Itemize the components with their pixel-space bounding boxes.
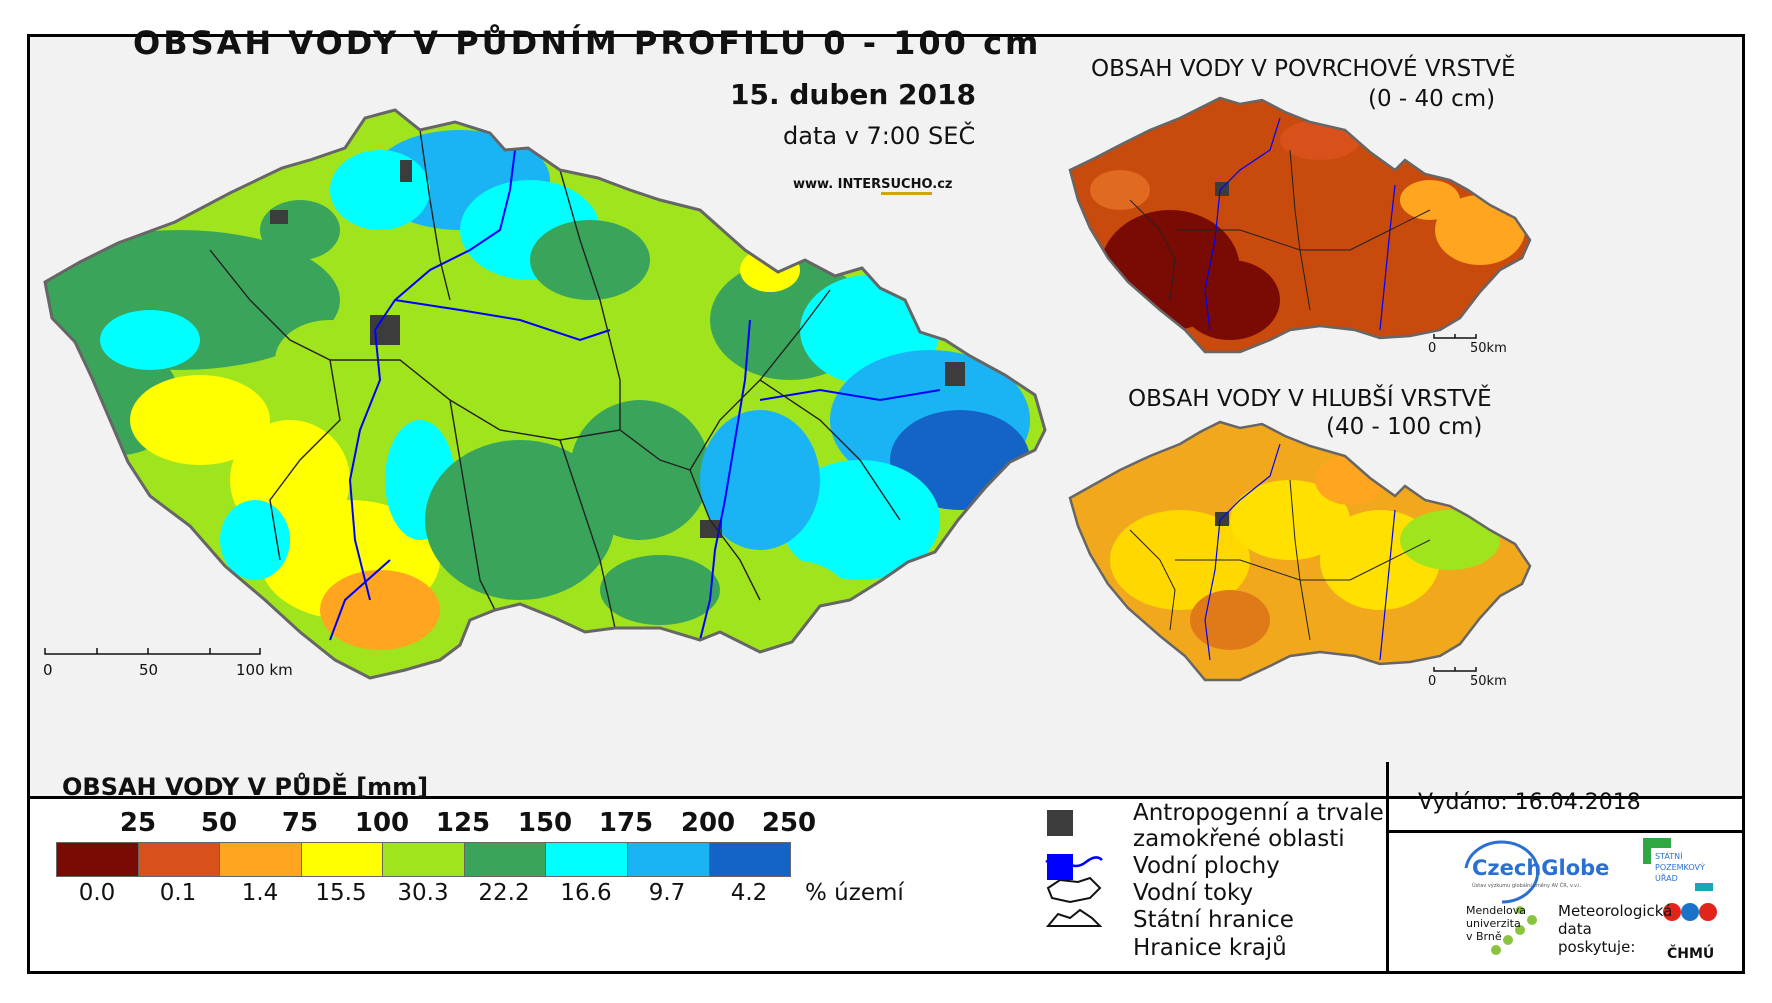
website-link[interactable]: www. INTERSUCHO.cz bbox=[793, 177, 952, 195]
legend-bin bbox=[546, 843, 628, 876]
legend-bin bbox=[709, 843, 791, 876]
water-bodies-swatch bbox=[1047, 854, 1073, 880]
legend-title: OBSAH VODY V PŮDĚ [mm] bbox=[62, 773, 429, 801]
czechglobe-subtitle: Ústav výzkumu globální změny AV ČR, v.v.… bbox=[1472, 883, 1582, 889]
chmu-logo-text: ČHMÚ bbox=[1667, 946, 1715, 962]
legend-bin bbox=[383, 843, 465, 876]
legend-threshold: 50 bbox=[200, 808, 238, 838]
legend-bin bbox=[627, 843, 710, 876]
deep-scale-tick-0: 0 bbox=[1428, 674, 1437, 689]
legend-percent: 0.1 bbox=[159, 880, 197, 906]
rivers-label: Vodní toky bbox=[1133, 880, 1254, 906]
legend-percent: 0.0 bbox=[78, 880, 116, 906]
anthropogenic-swatch bbox=[1047, 810, 1073, 836]
surface-scale-bar bbox=[1433, 334, 1477, 339]
anthropogenic-label-2: zamokřené oblasti bbox=[1133, 826, 1345, 852]
region-border-icon bbox=[1045, 908, 1103, 927]
main-rivers bbox=[329, 149, 941, 641]
footer-separator-horizontal bbox=[1386, 830, 1745, 833]
state-border-label: Státní hranice bbox=[1133, 907, 1294, 933]
legend-bin bbox=[138, 843, 221, 876]
region-border-label: Hranice krajů bbox=[1133, 935, 1287, 961]
legend-percent: 30.3 bbox=[397, 880, 449, 906]
legend-percent: 16.6 bbox=[560, 880, 612, 906]
legend-bin bbox=[57, 843, 139, 876]
inset-deep-title: OBSAH VODY V HLUBŠÍ VRSTVĚ bbox=[1128, 386, 1492, 412]
mendel-logo-line2: univerzita bbox=[1466, 917, 1521, 930]
water-bodies-label: Vodní plochy bbox=[1133, 853, 1280, 879]
spu-logo-mark bbox=[1643, 838, 1671, 848]
legend-percent: 15.5 bbox=[315, 880, 367, 906]
surface-scale-tick-50: 50km bbox=[1470, 341, 1507, 356]
spu-logo-line2: POZEMKOVÝ bbox=[1655, 863, 1705, 872]
legend-percent: 1.4 bbox=[241, 880, 279, 906]
inset-surface-subtitle: (0 - 40 cm) bbox=[1368, 86, 1496, 112]
chmu-logo-bar bbox=[1695, 883, 1713, 891]
czechglobe-logo: CzechGlobe bbox=[1472, 856, 1610, 880]
mendel-logo-dots bbox=[1491, 906, 1537, 955]
legend-bin bbox=[220, 843, 302, 876]
surface-scale-tick-0: 0 bbox=[1428, 341, 1437, 356]
spu-logo-line3: ÚŘAD bbox=[1655, 874, 1678, 883]
legend-threshold: 150 bbox=[517, 808, 573, 838]
spu-logo-line1: STÁTNÍ bbox=[1655, 852, 1683, 861]
map-date: 15. duben 2018 bbox=[730, 78, 976, 111]
legend-bin bbox=[464, 843, 547, 876]
footer-separator bbox=[1386, 762, 1389, 971]
legend-threshold: 125 bbox=[435, 808, 491, 838]
inset-surface-title: OBSAH VODY V POVRCHOVÉ VRSTVĚ bbox=[1091, 56, 1516, 82]
main-title: OBSAH VODY V PŮDNÍM PROFILU 0 - 100 cm bbox=[133, 24, 1042, 62]
main-scale-tick-50: 50 bbox=[139, 661, 159, 679]
main-scale-tick-100: 100 km bbox=[236, 661, 293, 679]
main-region-borders bbox=[209, 129, 901, 629]
legend-threshold: 175 bbox=[598, 808, 654, 838]
meteo-credit-line3: poskytuje: bbox=[1558, 938, 1636, 956]
legend-percent: 22.2 bbox=[478, 880, 530, 906]
inset-deep-subtitle: (40 - 100 cm) bbox=[1326, 414, 1483, 440]
main-scale-tick-0: 0 bbox=[43, 661, 53, 679]
legend-color-bar bbox=[56, 842, 791, 877]
map-time: data v 7:00 SEČ bbox=[783, 122, 976, 150]
deep-scale-bar bbox=[1433, 667, 1477, 672]
main-scale-bar bbox=[44, 648, 261, 655]
anthropogenic-label-1: Antropogenní a trvale bbox=[1133, 800, 1384, 826]
legend-percent: 9.7 bbox=[648, 880, 686, 906]
legend-threshold: 75 bbox=[281, 808, 319, 838]
mendel-logo-line1: Mendelova bbox=[1466, 904, 1527, 917]
inset-surface-map bbox=[1070, 98, 1530, 352]
czechglobe-logo-arc bbox=[1464, 840, 1540, 904]
inset-deep-map bbox=[1070, 422, 1530, 680]
chmu-logo bbox=[1663, 903, 1717, 921]
meteo-credit-line1: Meteorologická bbox=[1558, 902, 1673, 920]
legend-percent: 4.2 bbox=[730, 880, 768, 906]
deep-scale-tick-50: 50km bbox=[1470, 674, 1507, 689]
legend-threshold: 200 bbox=[680, 808, 736, 838]
legend-threshold: 100 bbox=[354, 808, 410, 838]
meteo-credit-line2: data bbox=[1558, 920, 1592, 938]
legend-bin bbox=[301, 843, 384, 876]
legend-percent-unit: % území bbox=[805, 880, 904, 906]
issued-date: Vydáno: 16.04.2018 bbox=[1418, 790, 1641, 815]
legend-threshold: 25 bbox=[119, 808, 157, 838]
legend-threshold: 250 bbox=[761, 808, 817, 838]
state-border-icon bbox=[1046, 876, 1102, 904]
mendel-logo-line3: v Brně bbox=[1466, 930, 1502, 943]
